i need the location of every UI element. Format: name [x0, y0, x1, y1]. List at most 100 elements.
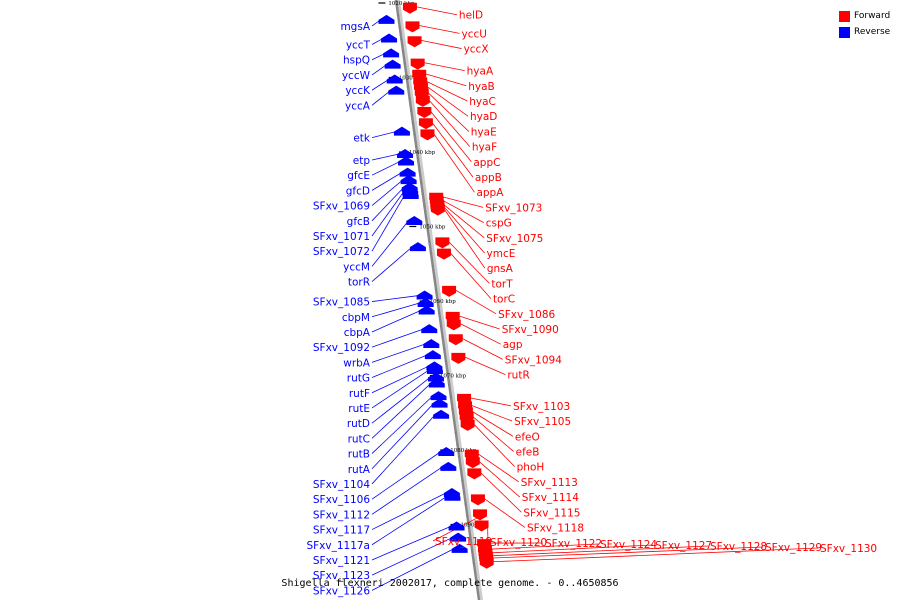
forward-gene-glyph[interactable] — [430, 204, 445, 216]
forward-gene-label[interactable]: appC — [473, 157, 500, 169]
forward-gene-label[interactable]: efeB — [516, 446, 540, 458]
forward-gene-label[interactable]: appA — [476, 187, 504, 199]
reverse-gene-label[interactable]: etk — [353, 133, 371, 145]
reverse-gene-glyph[interactable] — [440, 461, 457, 471]
forward-gene-label[interactable]: SFxv_1128 — [710, 541, 767, 553]
reverse-gene-label[interactable]: yccM — [343, 261, 370, 273]
reverse-gene-label[interactable]: yccT — [346, 40, 371, 52]
forward-gene-label[interactable]: SFxv_1073 — [485, 202, 542, 214]
reverse-gene-glyph[interactable] — [430, 391, 447, 401]
forward-gene-label[interactable]: SFxv_1129 — [765, 542, 822, 554]
reverse-gene-glyph[interactable] — [384, 59, 401, 69]
reverse-gene-glyph[interactable] — [426, 365, 443, 375]
reverse-gene-label[interactable]: SFxv_1069 — [313, 201, 370, 213]
forward-gene-label[interactable]: yccU — [462, 28, 487, 40]
reverse-gene-label[interactable]: gfcB — [347, 216, 370, 228]
forward-gene-label[interactable]: torC — [493, 294, 515, 306]
reverse-gene-glyph[interactable] — [444, 491, 461, 501]
forward-gene-label[interactable]: ymcE — [487, 248, 516, 260]
reverse-gene-label[interactable]: SFxv_1123 — [313, 570, 370, 582]
forward-gene-glyph[interactable] — [473, 509, 488, 521]
forward-gene-glyph[interactable] — [417, 107, 432, 119]
forward-gene-label[interactable]: SFxv_1094 — [505, 354, 562, 366]
reverse-gene-glyph[interactable] — [417, 298, 434, 307]
forward-gene-label[interactable]: SFxv_1090 — [502, 324, 559, 336]
reverse-gene-glyph[interactable] — [397, 149, 414, 158]
forward-gene-label[interactable]: SFxv_1130 — [820, 543, 877, 555]
reverse-gene-label[interactable]: gfcE — [347, 170, 370, 182]
reverse-gene-glyph[interactable] — [400, 175, 417, 185]
reverse-gene-label[interactable]: SFxv_1092 — [313, 342, 370, 354]
reverse-gene-label[interactable]: yccK — [345, 85, 371, 97]
forward-gene-glyph[interactable] — [420, 129, 435, 141]
reverse-gene-label[interactable]: mgsA — [340, 21, 370, 33]
reverse-gene-label[interactable]: SFxv_1104 — [313, 479, 370, 491]
forward-gene-label[interactable]: SFxv_1113 — [521, 477, 578, 489]
forward-gene-label[interactable]: SFxv_1105 — [514, 416, 571, 428]
reverse-gene-label[interactable]: hspQ — [343, 55, 370, 67]
forward-gene-label[interactable]: hyaD — [470, 111, 497, 123]
reverse-gene-label[interactable]: yccA — [345, 100, 371, 112]
forward-gene-glyph[interactable] — [474, 520, 489, 532]
reverse-gene-glyph[interactable] — [398, 156, 415, 166]
forward-gene-label[interactable]: SFxv_1124 — [600, 539, 657, 551]
reverse-gene-glyph[interactable] — [431, 398, 448, 408]
forward-gene-label[interactable]: efeO — [515, 431, 540, 443]
forward-gene-glyph[interactable] — [442, 285, 457, 297]
reverse-gene-label[interactable]: SFxv_1071 — [313, 231, 370, 243]
forward-gene-glyph[interactable] — [479, 557, 494, 569]
reverse-gene-glyph[interactable] — [383, 48, 400, 58]
forward-gene-glyph[interactable] — [415, 95, 430, 107]
forward-gene-label[interactable]: hyaB — [468, 81, 495, 93]
forward-gene-glyph[interactable] — [402, 2, 417, 14]
reverse-gene-glyph[interactable] — [399, 167, 416, 177]
forward-gene-glyph[interactable] — [435, 237, 450, 249]
reverse-gene-label[interactable]: rutD — [347, 418, 370, 430]
reverse-gene-glyph[interactable] — [451, 543, 468, 553]
reverse-gene-glyph[interactable] — [388, 85, 405, 95]
forward-gene-label[interactable]: cspG — [486, 218, 512, 230]
forward-gene-glyph[interactable] — [446, 319, 461, 331]
forward-gene-glyph[interactable] — [418, 118, 433, 130]
reverse-gene-label[interactable]: SFxv_1117 — [313, 525, 370, 537]
forward-gene-label[interactable]: SFxv_1122 — [545, 538, 602, 550]
forward-gene-label[interactable]: torT — [491, 278, 513, 290]
forward-gene-label[interactable]: agp — [503, 339, 523, 351]
forward-gene-glyph[interactable] — [410, 58, 425, 70]
forward-gene-label[interactable]: SFxv_1075 — [486, 233, 543, 245]
reverse-gene-label[interactable]: rutB — [348, 449, 370, 461]
reverse-gene-label[interactable]: rutE — [348, 403, 370, 415]
forward-gene-label[interactable]: hyaA — [467, 66, 494, 78]
reverse-gene-glyph[interactable] — [428, 378, 445, 388]
forward-gene-label[interactable]: hyaE — [471, 126, 497, 138]
reverse-gene-label[interactable]: wrbA — [343, 357, 371, 369]
reverse-gene-glyph[interactable] — [450, 532, 467, 542]
reverse-gene-label[interactable]: SFxv_1117a — [306, 540, 370, 552]
reverse-gene-label[interactable]: SFxv_1121 — [313, 555, 370, 567]
forward-gene-label[interactable]: SFxv_1127 — [655, 540, 712, 552]
reverse-gene-label[interactable]: cbpA — [344, 327, 371, 339]
reverse-gene-glyph[interactable] — [424, 350, 441, 360]
forward-gene-label[interactable]: hyaF — [472, 142, 497, 154]
reverse-gene-label[interactable]: yccW — [342, 70, 371, 82]
reverse-gene-label[interactable]: torR — [348, 277, 370, 289]
forward-gene-label[interactable]: SFxv_1086 — [498, 309, 555, 321]
reverse-gene-glyph[interactable] — [381, 33, 398, 43]
reverse-gene-label[interactable]: rutC — [348, 433, 370, 445]
reverse-gene-glyph[interactable] — [409, 242, 426, 252]
forward-gene-label[interactable]: SFxv_1119 — [435, 536, 492, 548]
forward-gene-glyph[interactable] — [451, 352, 466, 364]
forward-gene-glyph[interactable] — [407, 36, 422, 48]
forward-gene-label[interactable]: phoH — [517, 462, 545, 474]
forward-gene-label[interactable]: SFxv_1115 — [523, 507, 580, 519]
reverse-gene-glyph[interactable] — [448, 521, 465, 531]
forward-gene-label[interactable]: helD — [459, 10, 483, 22]
forward-gene-label[interactable]: SFxv_1120 — [490, 537, 547, 549]
forward-gene-label[interactable]: rutR — [507, 370, 529, 382]
reverse-gene-glyph[interactable] — [433, 409, 450, 419]
reverse-gene-glyph[interactable] — [418, 305, 435, 315]
forward-gene-label[interactable]: gnsA — [487, 263, 514, 275]
reverse-gene-glyph[interactable] — [423, 338, 440, 348]
reverse-gene-glyph[interactable] — [386, 74, 403, 84]
reverse-gene-glyph[interactable] — [427, 372, 444, 382]
